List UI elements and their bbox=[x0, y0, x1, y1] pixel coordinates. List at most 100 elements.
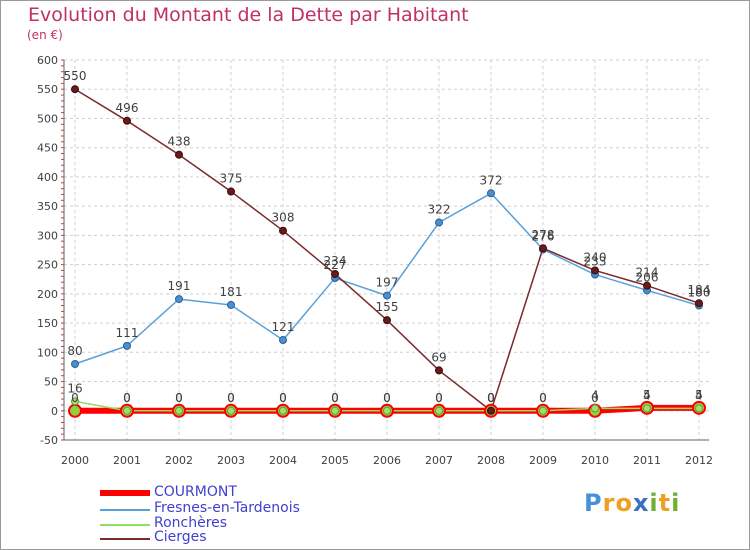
x-tick-label: 2006 bbox=[373, 454, 401, 467]
x-tick-label: 2012 bbox=[685, 454, 713, 467]
data-point bbox=[227, 406, 235, 415]
data-label: 0 bbox=[539, 391, 547, 405]
y-tick-label: 0 bbox=[51, 405, 58, 418]
y-tick-label: 300 bbox=[37, 229, 58, 242]
data-label: 214 bbox=[636, 266, 659, 280]
legend-label-roncheres: Ronchères bbox=[154, 515, 228, 531]
data-label: 276 bbox=[532, 229, 555, 243]
legend-swatch-courmont bbox=[100, 490, 150, 496]
y-tick-label: 350 bbox=[37, 200, 58, 213]
data-label: 0 bbox=[331, 391, 339, 405]
data-label: 5 bbox=[643, 388, 651, 402]
data-label: 0 bbox=[487, 391, 495, 405]
y-tick-label: 400 bbox=[37, 171, 58, 184]
x-tick-label: 2001 bbox=[113, 454, 141, 467]
x-tick-label: 2007 bbox=[425, 454, 453, 467]
data-label: 5 bbox=[695, 388, 703, 402]
data-label: 191 bbox=[168, 279, 191, 293]
data-point bbox=[227, 187, 235, 196]
data-label: 121 bbox=[272, 320, 295, 334]
data-point bbox=[383, 291, 391, 300]
data-label: 0 bbox=[71, 391, 79, 405]
y-tick-label: 600 bbox=[37, 54, 58, 67]
y-tick-label: 200 bbox=[37, 288, 58, 301]
data-label: 197 bbox=[376, 276, 399, 290]
data-label: 0 bbox=[435, 391, 443, 405]
data-label: 155 bbox=[376, 300, 399, 314]
y-tick-label: 450 bbox=[37, 142, 58, 155]
data-point bbox=[591, 266, 599, 275]
x-tick-label: 2005 bbox=[321, 454, 349, 467]
data-point bbox=[68, 403, 82, 418]
data-label: 4 bbox=[695, 388, 703, 402]
logo-letter: P bbox=[584, 489, 603, 517]
x-tick-label: 2011 bbox=[633, 454, 661, 467]
legend-swatch-fresnes bbox=[100, 509, 150, 511]
data-point bbox=[487, 406, 495, 415]
data-label: 4 bbox=[643, 388, 651, 402]
x-tick-label: 2009 bbox=[529, 454, 557, 467]
data-point bbox=[591, 404, 599, 413]
data-point bbox=[175, 406, 183, 415]
data-point bbox=[175, 150, 183, 159]
data-point bbox=[643, 281, 651, 290]
data-point bbox=[123, 406, 131, 415]
y-tick-label: 100 bbox=[37, 346, 58, 359]
data-label: 181 bbox=[220, 285, 243, 299]
data-label: 0 bbox=[539, 391, 547, 405]
data-label: 322 bbox=[428, 203, 451, 217]
data-label: 375 bbox=[220, 172, 243, 186]
proxiti-logo: Proxiti bbox=[584, 489, 680, 517]
logo-letter: i bbox=[671, 489, 681, 517]
data-label: 0 bbox=[435, 391, 443, 405]
data-label: 0 bbox=[175, 391, 183, 405]
data-label: 234 bbox=[324, 254, 347, 268]
data-label: 0 bbox=[487, 391, 495, 405]
x-tick-label: 2002 bbox=[165, 454, 193, 467]
data-label: 0 bbox=[123, 391, 131, 405]
data-label: 111 bbox=[116, 326, 139, 340]
data-label: 0 bbox=[123, 391, 131, 405]
data-point bbox=[71, 360, 79, 368]
y-tick-label: 150 bbox=[37, 317, 58, 330]
data-point bbox=[643, 404, 651, 413]
data-label: 550 bbox=[64, 69, 87, 83]
data-point bbox=[279, 226, 287, 235]
data-label: 496 bbox=[116, 101, 139, 115]
data-label: 206 bbox=[636, 270, 659, 284]
data-point bbox=[383, 316, 391, 325]
data-point bbox=[539, 244, 547, 253]
data-label: 69 bbox=[431, 350, 446, 364]
data-point bbox=[331, 406, 339, 415]
x-tick-label: 2000 bbox=[61, 454, 89, 467]
data-point bbox=[71, 397, 79, 406]
legend-swatch-roncheres bbox=[100, 524, 150, 526]
data-point bbox=[123, 341, 131, 350]
data-label: 0 bbox=[331, 391, 339, 405]
legend-label-courmont: COURMONT bbox=[154, 484, 237, 500]
data-label: 0 bbox=[383, 391, 391, 405]
y-tick-label: -50 bbox=[40, 434, 58, 447]
data-label: 0 bbox=[279, 391, 287, 405]
legend-label-fresnes: Fresnes-en-Tardenois bbox=[154, 500, 300, 516]
data-point bbox=[435, 366, 443, 375]
x-tick-label: 2004 bbox=[269, 454, 297, 467]
data-point bbox=[279, 336, 287, 345]
plot-area bbox=[64, 60, 709, 440]
logo-letter: x bbox=[632, 489, 650, 517]
logo-letter: t bbox=[658, 489, 672, 517]
legend-swatch-cierges bbox=[100, 538, 150, 540]
data-point bbox=[435, 406, 443, 415]
logo-letter: i bbox=[649, 489, 659, 517]
chart-title: Evolution du Montant de la Dette par Hab… bbox=[28, 4, 469, 26]
data-label: 240 bbox=[584, 250, 607, 264]
x-tick-label: 2010 bbox=[581, 454, 609, 467]
data-point bbox=[123, 116, 131, 125]
data-label: 233 bbox=[584, 255, 607, 269]
data-label: 0 bbox=[279, 391, 287, 405]
data-label: 0 bbox=[591, 391, 599, 405]
data-label: 372 bbox=[480, 173, 503, 187]
data-point bbox=[279, 406, 287, 415]
data-label: 308 bbox=[272, 211, 295, 225]
